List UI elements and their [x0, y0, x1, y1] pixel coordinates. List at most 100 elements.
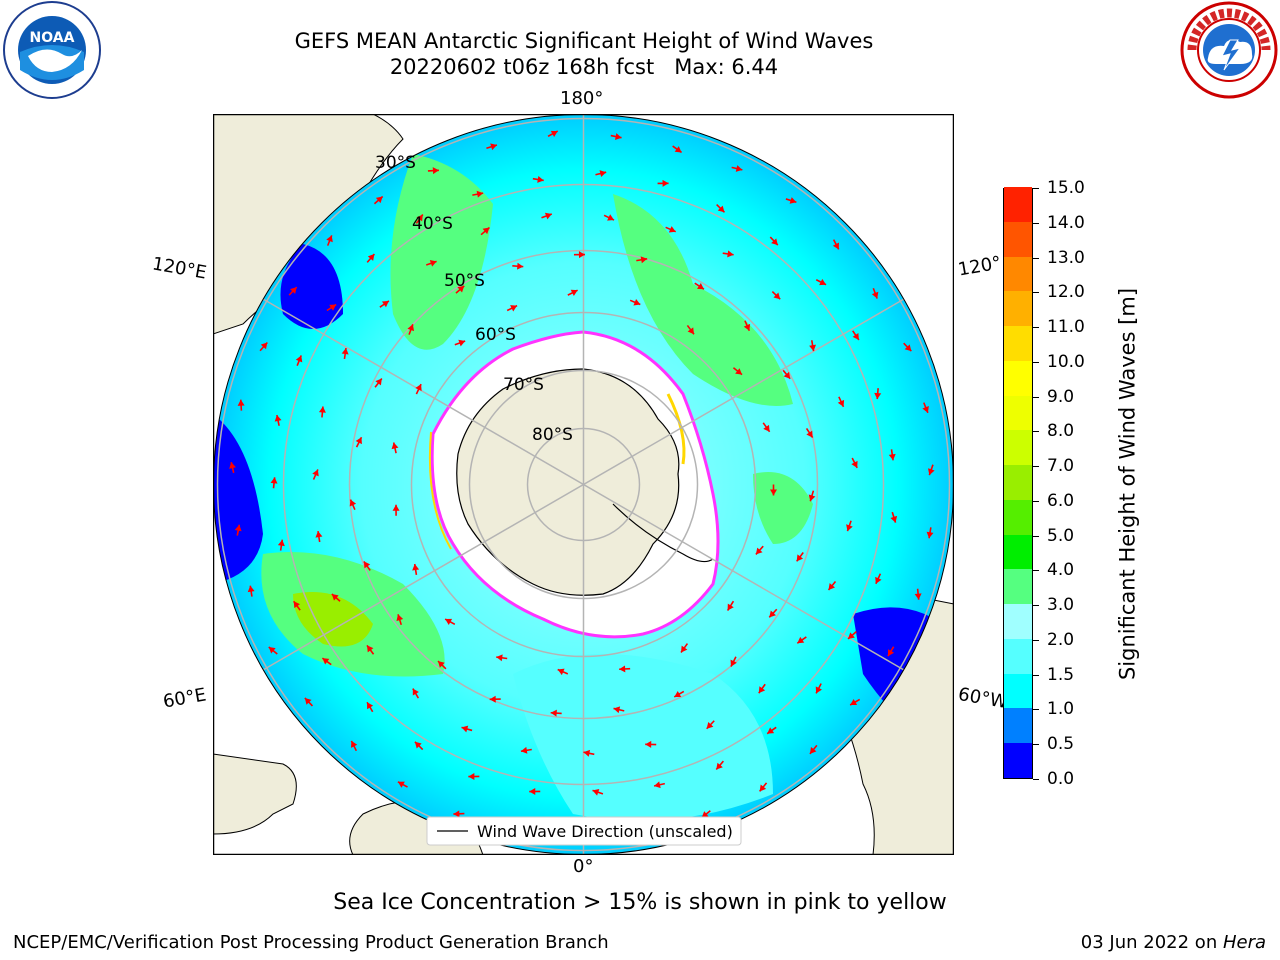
wind-arrow-head — [662, 179, 669, 187]
sea-ice-caption: Sea Ice Concentration > 15% is shown in … — [333, 890, 947, 915]
wind-arrow-head — [583, 749, 591, 757]
nws-logo — [1180, 1, 1278, 99]
ice-edge-yellow-weddell — [666, 393, 686, 465]
colorbar-tick-label: 13.0 — [1033, 249, 1085, 267]
wind-arrow-head — [914, 593, 922, 600]
machine-name: Hera — [1222, 932, 1266, 953]
wind-arrow-head — [520, 746, 528, 754]
chart-subtitle: 20220602 t06z 168h fcst Max: 6.44 — [389, 55, 779, 79]
graticule — [216, 114, 951, 855]
wind-arrow-head — [461, 725, 469, 733]
wind-arrow-head — [828, 583, 836, 590]
wind-arrow-head — [904, 344, 912, 352]
wind-arrow-head — [489, 695, 496, 703]
wind-arrow-head — [415, 384, 422, 392]
noaa-logo: NOAA — [3, 1, 101, 99]
wind-arrow-head — [875, 576, 882, 584]
wind-arrow-head — [789, 197, 797, 204]
wind-arrow-head — [432, 167, 439, 175]
colorbar-segment — [1004, 395, 1032, 431]
wind-arrow-head — [529, 788, 536, 796]
wind-arrow-head — [247, 585, 255, 593]
colorbar-tick-label: 5.0 — [1033, 527, 1074, 545]
wind-arrow-head — [654, 781, 661, 789]
noaa-logo-text: NOAA — [30, 30, 75, 46]
wind-arrow-head — [771, 238, 778, 246]
lon-label-60e: 60°E — [161, 684, 208, 713]
wave-peak-region — [293, 592, 373, 647]
wind-arrow-head — [759, 784, 767, 792]
colorbar-tick-label: 1.5 — [1033, 666, 1074, 684]
wind-arrow-head — [727, 250, 734, 258]
wind-arrow-head — [758, 686, 766, 694]
wind-arrow-head — [645, 740, 652, 748]
wind-arrow-head — [592, 788, 600, 796]
wind-arrow-head — [268, 646, 276, 654]
lon-label-0: 0° — [573, 856, 594, 877]
wind-arrow-head — [887, 649, 895, 657]
wind-arrow-head — [366, 645, 374, 653]
calm-region-tasman — [280, 244, 343, 329]
lat-label-80: 80°S — [532, 425, 573, 445]
wind-arrow-head — [318, 406, 326, 413]
wind-arrow-head — [763, 424, 770, 432]
lat-labels: 30°S 40°S 50°S 60°S 70°S 80°S — [375, 153, 573, 445]
land-antarctica — [456, 368, 680, 596]
colorbar-tick-label: 3.0 — [1033, 597, 1074, 614]
lat-label-30: 30°S — [375, 153, 416, 173]
wave-max-region-pacific — [390, 154, 493, 350]
wind-arrow-head — [326, 235, 333, 243]
antarctic-peninsula — [612, 503, 714, 563]
wind-arrow-head — [674, 146, 682, 153]
colorbar-tick-label: 7.0 — [1033, 458, 1074, 475]
wind-arrow-head — [848, 632, 855, 639]
wind-arrow-head — [888, 453, 896, 461]
wind-arrow-head — [329, 304, 337, 311]
wind-arrow-head — [808, 494, 816, 502]
colorbar-segment — [1004, 673, 1032, 709]
wind-arrow-head — [846, 524, 853, 532]
wind-arrow-head — [490, 143, 497, 151]
colorbar-segment — [1004, 464, 1032, 500]
wind-arrow-head — [349, 499, 357, 507]
wind-arrow-head — [809, 344, 817, 352]
map-panel: 30°S 40°S 50°S 60°S 70°S 80°S Wind Wave … — [213, 114, 954, 855]
wind-arrow-head — [290, 287, 297, 294]
run-date-text: 03 Jun 2022 on — [1080, 932, 1223, 953]
wind-arrow-head — [773, 292, 781, 300]
colorbar-segment — [1004, 325, 1032, 361]
wind-arrow-head — [681, 645, 688, 653]
wind-arrow-head — [476, 190, 484, 198]
wind-arrow-head — [819, 278, 827, 286]
lon-label-180: 180° — [560, 88, 604, 109]
wind-arrow-head — [237, 399, 245, 406]
colorbar-label: Significant Height of Wind Waves [m] — [1115, 287, 1140, 681]
wind-arrow-head — [806, 430, 813, 438]
map-border — [213, 114, 954, 855]
wind-arrow-head — [619, 665, 626, 673]
colorbar-tick-label: 6.0 — [1033, 492, 1074, 510]
colorbar-tick-label: 4.0 — [1033, 562, 1074, 579]
wind-arrow-head — [927, 468, 935, 476]
wind-arrow-head — [397, 781, 405, 788]
colorbar — [1003, 186, 1033, 779]
wind-arrow-head — [926, 531, 934, 539]
wind-arrow-head — [769, 610, 776, 618]
wind-arrow-head — [797, 636, 805, 644]
colorbar-segment — [1004, 638, 1032, 674]
calm-region-indian — [213, 414, 263, 584]
colorbar-tick-label: 10.0 — [1033, 353, 1085, 371]
colorbar-tick-label: 2.0 — [1033, 631, 1074, 649]
colorbar-tick-label: 15.0 — [1033, 180, 1085, 197]
wind-arrow-head — [730, 659, 737, 667]
colorbar-segment — [1004, 186, 1032, 222]
wind-arrow-head — [482, 227, 490, 235]
wind-arrow-head — [890, 515, 898, 523]
wind-arrow-head — [697, 282, 704, 290]
colorbar-segment — [1004, 603, 1032, 639]
colorbar-tick-label: 11.0 — [1033, 319, 1085, 336]
colorbar-tick-label: 12.0 — [1033, 284, 1085, 301]
wind-arrow-head — [412, 564, 420, 571]
wind-arrow-head — [640, 256, 648, 264]
wind-arrow-head — [375, 378, 382, 386]
